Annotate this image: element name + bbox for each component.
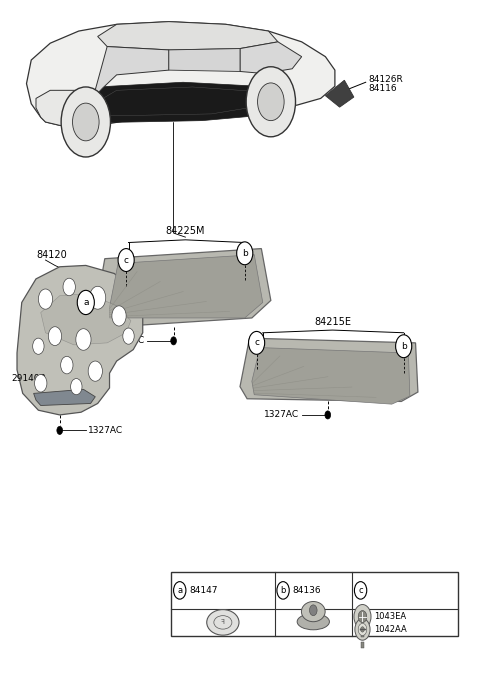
Circle shape [38, 289, 53, 309]
Polygon shape [252, 348, 410, 404]
Circle shape [246, 67, 296, 136]
Polygon shape [36, 90, 93, 127]
Text: c: c [124, 255, 129, 265]
Circle shape [71, 379, 82, 394]
Circle shape [33, 338, 44, 354]
Circle shape [171, 337, 177, 345]
Ellipse shape [207, 610, 239, 635]
Text: 84147: 84147 [189, 586, 218, 595]
Text: 1327AC: 1327AC [88, 426, 123, 435]
Text: 84126R: 84126R [368, 75, 403, 84]
Text: 1043EA: 1043EA [374, 612, 407, 621]
Text: 84225M: 84225M [166, 227, 205, 236]
Polygon shape [240, 42, 301, 73]
Circle shape [396, 335, 412, 358]
Circle shape [88, 361, 102, 381]
Circle shape [123, 328, 134, 344]
FancyBboxPatch shape [171, 572, 458, 636]
Circle shape [277, 582, 289, 599]
Circle shape [118, 249, 134, 272]
Circle shape [61, 87, 110, 157]
Text: ꟻ: ꟻ [221, 619, 225, 625]
Text: 84120: 84120 [36, 250, 67, 260]
Bar [360, 642, 364, 648]
Polygon shape [17, 265, 143, 415]
Polygon shape [69, 82, 288, 123]
Text: 84136: 84136 [293, 586, 321, 595]
Circle shape [355, 619, 370, 640]
Polygon shape [169, 49, 240, 71]
Circle shape [76, 329, 91, 350]
Text: 1327AC: 1327AC [110, 336, 145, 346]
Circle shape [354, 582, 367, 599]
Circle shape [360, 627, 364, 632]
Circle shape [310, 605, 317, 616]
Circle shape [60, 356, 73, 374]
Circle shape [35, 375, 47, 392]
Polygon shape [109, 255, 263, 318]
Polygon shape [34, 389, 96, 405]
Text: a: a [83, 298, 88, 307]
Circle shape [249, 331, 264, 354]
Circle shape [48, 327, 61, 346]
Text: a: a [177, 586, 182, 595]
Text: b: b [242, 249, 248, 258]
Bar [360, 629, 364, 637]
Circle shape [358, 610, 367, 623]
Circle shape [325, 411, 331, 419]
Circle shape [237, 242, 253, 265]
Text: 1042AA: 1042AA [374, 625, 407, 634]
Text: 29140B: 29140B [12, 374, 46, 383]
Polygon shape [93, 47, 169, 98]
Circle shape [72, 103, 99, 141]
Polygon shape [240, 338, 418, 401]
Text: 84215E: 84215E [314, 316, 351, 327]
Polygon shape [97, 22, 278, 50]
Circle shape [77, 291, 95, 314]
Circle shape [63, 278, 75, 296]
Circle shape [354, 604, 371, 629]
Ellipse shape [301, 602, 325, 622]
Circle shape [57, 426, 62, 435]
Text: c: c [358, 586, 363, 595]
Circle shape [258, 83, 284, 121]
Text: b: b [280, 586, 286, 595]
Circle shape [112, 306, 126, 326]
Text: 84116: 84116 [368, 84, 397, 94]
Circle shape [174, 582, 186, 599]
Polygon shape [41, 294, 131, 345]
Text: c: c [254, 338, 259, 348]
Polygon shape [26, 22, 335, 127]
Circle shape [358, 623, 367, 636]
Polygon shape [96, 249, 271, 327]
Circle shape [90, 287, 106, 309]
Polygon shape [325, 80, 354, 107]
Text: b: b [401, 342, 407, 351]
Text: 1327AC: 1327AC [264, 410, 300, 420]
Ellipse shape [297, 614, 329, 630]
